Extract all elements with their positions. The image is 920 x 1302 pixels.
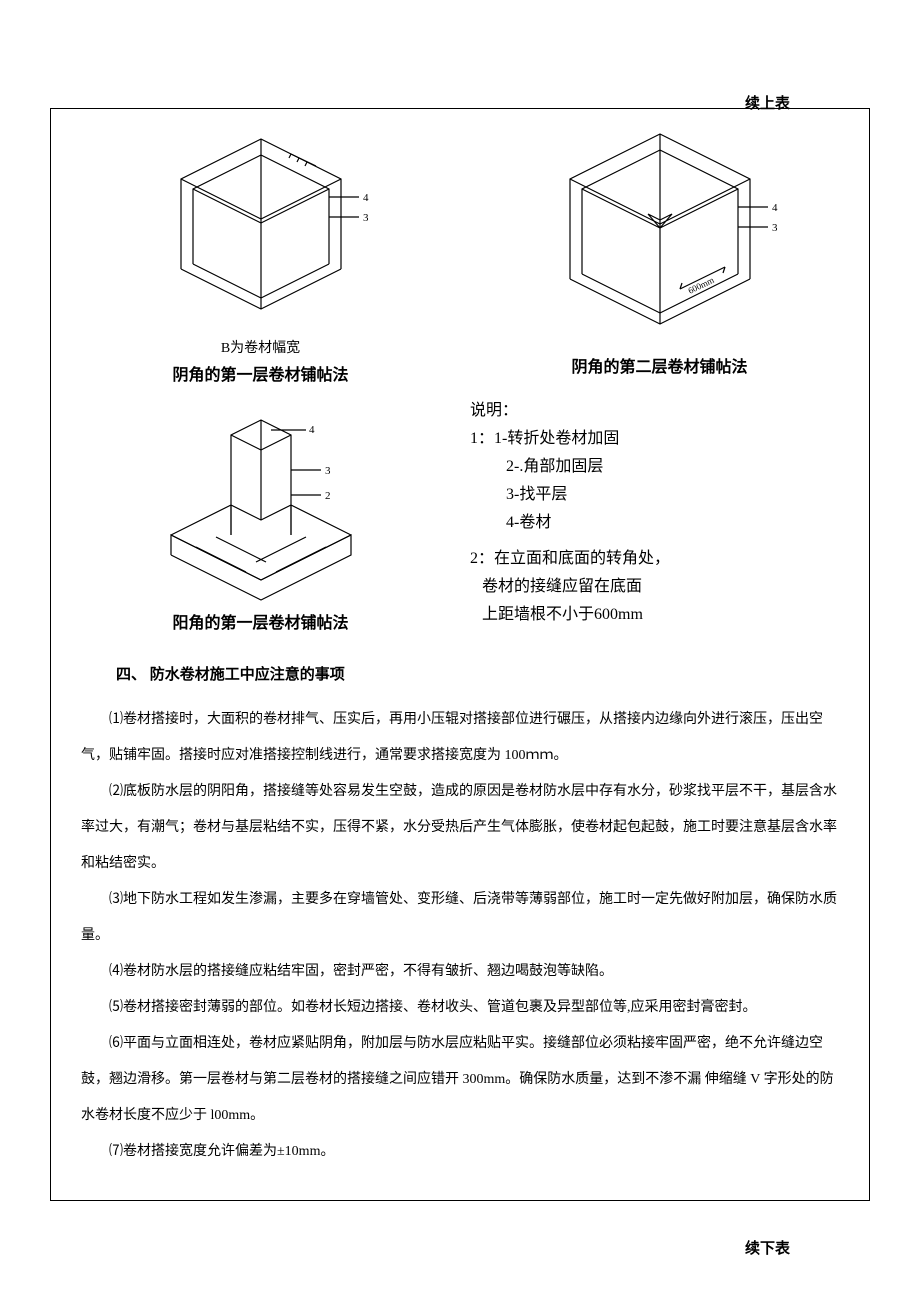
paragraph-3: ⑶地下防水工程如发生渗漏，主要多在穿墙管处、变形缝、后浇带等薄弱部位，施工时一定… (81, 882, 839, 954)
svg-text:2: 2 (325, 490, 331, 502)
paragraph-5: ⑸卷材搭接密封薄弱的部位。如卷材长短边搭接、卷材收头、管道包裹及异型部位等,应采… (81, 990, 839, 1026)
svg-text:3: 3 (325, 465, 331, 477)
svg-text:4: 4 (772, 202, 778, 214)
notes-line1: 1：1-转折处卷材加固 (470, 425, 670, 453)
notes-line3: 3-找平层 (470, 481, 670, 509)
diagram-left-top: 4 3 B为卷材幅宽 阴角的第一层卷材铺帖法 (141, 119, 381, 385)
left-column: 4 3 B为卷材幅宽 阴角的第一层卷材铺帖法 (71, 119, 450, 633)
paragraph-7: ⑺卷材搭接宽度允许偏差为±10mm。 (81, 1134, 839, 1170)
notes-title: 说明： (470, 397, 670, 425)
section-title: 四、 防水卷材施工中应注意的事项 (81, 663, 839, 684)
notes-line5: 2：在立面和底面的转角处， (470, 545, 670, 573)
notes-line2: 2-.角部加固层 (470, 453, 670, 481)
paragraph-4: ⑷卷材防水层的搭接缝应粘结牢固，密封严密，不得有皱折、翘边喝鼓泡等缺陷。 (81, 954, 839, 990)
right-top-caption: 阴角的第二层卷材铺帖法 (571, 353, 747, 377)
svg-text:3: 3 (772, 222, 778, 234)
content-frame: 4 3 B为卷材幅宽 阴角的第一层卷材铺帖法 (50, 108, 870, 1201)
svg-text:3: 3 (363, 212, 369, 224)
right-column: 4 3 600mm 阴角的第二层卷材铺帖法 说明： 1：1-转折处卷材加固 2-… (450, 119, 849, 633)
paragraph-1: ⑴卷材搭接时，大面积的卷材排气、压实后，再用小压辊对搭接部位进行碾压，从搭接内边… (81, 702, 839, 774)
notes-line4: 4-卷材 (470, 509, 670, 537)
svg-text:4: 4 (309, 424, 315, 436)
diagram-right-top: 4 3 600mm 阴角的第二层卷材铺帖法 (530, 119, 790, 377)
diagram-section: 4 3 B为卷材幅宽 阴角的第一层卷材铺帖法 (51, 109, 869, 653)
notes-line7: 上距墙根不小于600mm (470, 601, 670, 629)
footer-continued-label: 续下表 (745, 1237, 790, 1258)
legend-notes: 说明： 1：1-转折处卷材加固 2-.角部加固层 3-找平层 4-卷材 2：在立… (470, 397, 670, 629)
left-top-caption: 阴角的第一层卷材铺帖法 (172, 361, 348, 385)
header-continued-label: 续上表 (745, 92, 790, 113)
text-section: 四、 防水卷材施工中应注意的事项 ⑴卷材搭接时，大面积的卷材排气、压实后，再用小… (51, 653, 869, 1200)
left-bottom-caption: 阳角的第一层卷材铺帖法 (172, 609, 348, 633)
diagram-left-bottom: 4 3 2 阳角的第一层卷材铺帖法 (141, 395, 381, 633)
outer-corner-layer1-svg: 4 3 2 (141, 395, 381, 605)
paragraph-6: ⑹平面与立面相连处，卷材应紧贴阴角，附加层与防水层应粘贴平实。接缝部位必须粘接牢… (81, 1026, 839, 1134)
notes-line6: 卷材的接缝应留在底面 (470, 573, 670, 601)
paragraph-2: ⑵底板防水层的阴阳角，搭接缝等处容易发生空鼓，造成的原因是卷材防水层中存有水分，… (81, 774, 839, 882)
svg-text:4: 4 (363, 192, 369, 204)
inner-corner-layer1-svg: 4 3 (141, 119, 381, 339)
inner-corner-layer2-svg: 4 3 600mm (530, 119, 790, 349)
width-note-label: B为卷材幅宽 (221, 337, 300, 357)
